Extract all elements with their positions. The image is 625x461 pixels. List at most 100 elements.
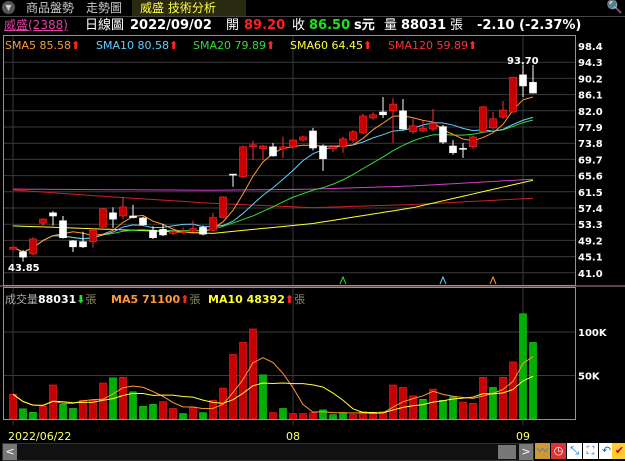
expand-icon[interactable]: ⛶ bbox=[583, 443, 598, 459]
volume-ma10-line bbox=[12, 375, 534, 414]
candle-body bbox=[309, 130, 317, 149]
price-tick-label: 45.1 bbox=[578, 253, 603, 264]
volume-bar bbox=[459, 401, 467, 420]
candle-body bbox=[409, 125, 417, 133]
legend-label: SMA60 64.45 bbox=[290, 39, 363, 52]
arrow-up-icon: ⬆ bbox=[362, 39, 373, 52]
stock-name[interactable]: 威盛(2388) bbox=[4, 18, 68, 32]
open-label: 開 bbox=[226, 18, 240, 33]
close-label: 收 bbox=[292, 18, 306, 33]
volume-bar bbox=[229, 354, 237, 420]
legend-label: SMA5 85.58 bbox=[5, 39, 71, 52]
volume-label: 量 bbox=[384, 18, 398, 33]
tab-bar: ▼ 商品盤勢 走勢圖 威盛 技術分析 🔍 bbox=[0, 0, 625, 17]
unit: 張 bbox=[294, 293, 306, 306]
arrow-up-icon: ⬆ bbox=[180, 293, 190, 306]
volume-bar bbox=[19, 408, 27, 420]
volume-bar bbox=[469, 403, 477, 420]
candle-body bbox=[269, 146, 277, 157]
scroll-thumb[interactable] bbox=[498, 445, 516, 459]
volume-bar bbox=[419, 399, 427, 420]
volume-legend: 成交量 88031⬇張 MA5 71100⬆張 MA10 48392⬆張 bbox=[5, 291, 575, 306]
candle-body bbox=[289, 139, 297, 148]
candle-body bbox=[239, 146, 247, 178]
volume-bar bbox=[389, 384, 397, 420]
magnifier-icon[interactable]: 🔍 bbox=[606, 0, 623, 15]
candle-body bbox=[189, 228, 197, 232]
volume-bar bbox=[349, 414, 357, 420]
volume-bar bbox=[379, 411, 387, 420]
volume-bar bbox=[409, 395, 417, 420]
candle-body bbox=[229, 173, 237, 176]
volume-bar bbox=[139, 406, 147, 420]
legend-label: SMA20 79.89 bbox=[193, 39, 266, 52]
tab-technical[interactable]: 威盛 技術分析 bbox=[132, 0, 246, 16]
shrink-icon[interactable]: ⤡ bbox=[567, 443, 582, 459]
candle-body bbox=[219, 196, 227, 218]
arrow-up-icon: ⬆ bbox=[70, 39, 81, 52]
candle-body bbox=[379, 111, 387, 116]
chevron-down-icon[interactable]: ▼ bbox=[2, 1, 15, 14]
price-tick-label: 73.8 bbox=[578, 139, 603, 150]
volume-tick-label: 100K bbox=[578, 328, 608, 339]
volume-bar bbox=[279, 408, 287, 420]
volume-value: 88031 bbox=[38, 293, 77, 306]
price-tick-label: 77.9 bbox=[578, 123, 603, 134]
volume-bar bbox=[129, 391, 137, 420]
candle-body bbox=[369, 114, 377, 119]
volume-legend-label: 成交量 bbox=[5, 293, 38, 306]
candle-body bbox=[109, 212, 117, 220]
sma10-line bbox=[12, 116, 534, 253]
volume-bar bbox=[319, 409, 327, 420]
candle-body bbox=[389, 103, 397, 112]
price-tick-label: 41.0 bbox=[578, 269, 603, 280]
legend-label: SMA120 59.89 bbox=[388, 39, 468, 52]
candle-body bbox=[159, 229, 167, 236]
open-value: 89.20 bbox=[244, 18, 286, 33]
volume-bar bbox=[289, 413, 297, 420]
volume-bar bbox=[29, 411, 37, 420]
volume-bar bbox=[439, 400, 447, 420]
tab-label: 威盛 技術分析 bbox=[140, 1, 216, 15]
price-tick-label: 86.1 bbox=[578, 91, 603, 102]
date-label: 2022/06/22 bbox=[8, 430, 71, 443]
volume-bar bbox=[269, 412, 277, 420]
candle-body bbox=[399, 110, 407, 130]
price-tick-label: 69.7 bbox=[578, 155, 603, 166]
arrow-up-icon: ⬆ bbox=[168, 39, 179, 52]
tab-market[interactable]: 商品盤勢 bbox=[18, 0, 74, 16]
tab-trend[interactable]: 走勢圖 bbox=[78, 0, 122, 16]
chevron-right-icon[interactable]: > bbox=[519, 444, 533, 460]
candle-body bbox=[259, 145, 267, 150]
legend-sma20: SMA20 79.89⬆ bbox=[193, 39, 275, 52]
line-chart-icon[interactable]: 〰 bbox=[535, 443, 550, 459]
period-label: 日線圖 bbox=[85, 18, 125, 33]
volume-bar bbox=[89, 400, 97, 420]
volume-bar bbox=[169, 408, 177, 420]
legend-sma10: SMA10 80.58⬆ bbox=[96, 39, 178, 52]
volume-bar bbox=[239, 341, 247, 420]
candle-body bbox=[139, 217, 147, 225]
candle-body bbox=[459, 148, 467, 150]
unit: 張 bbox=[189, 293, 201, 306]
volume-bar bbox=[369, 413, 377, 420]
volume-value: 88031 bbox=[401, 18, 447, 33]
volume-bar bbox=[39, 405, 47, 420]
undo-icon[interactable]: ↶ bbox=[599, 443, 614, 459]
clock-icon[interactable]: ◷ bbox=[551, 443, 566, 459]
price-tick-label: 49.2 bbox=[578, 236, 603, 247]
chevron-left-icon[interactable]: < bbox=[3, 444, 17, 460]
tab-label: 走勢圖 bbox=[86, 1, 123, 15]
date-label: 09 bbox=[516, 430, 530, 443]
sma120-line bbox=[12, 189, 534, 209]
candle-body bbox=[169, 231, 177, 234]
bar-chart-check-icon[interactable]: ✔ bbox=[612, 443, 625, 459]
volume-bar bbox=[159, 401, 167, 420]
volume-bar bbox=[69, 408, 77, 420]
volume-unit: 張 bbox=[450, 18, 464, 33]
volume-bar bbox=[339, 413, 347, 420]
volume-bar bbox=[499, 376, 507, 420]
candle-body bbox=[49, 212, 57, 217]
horizontal-scrollbar[interactable]: < > bbox=[2, 443, 534, 461]
